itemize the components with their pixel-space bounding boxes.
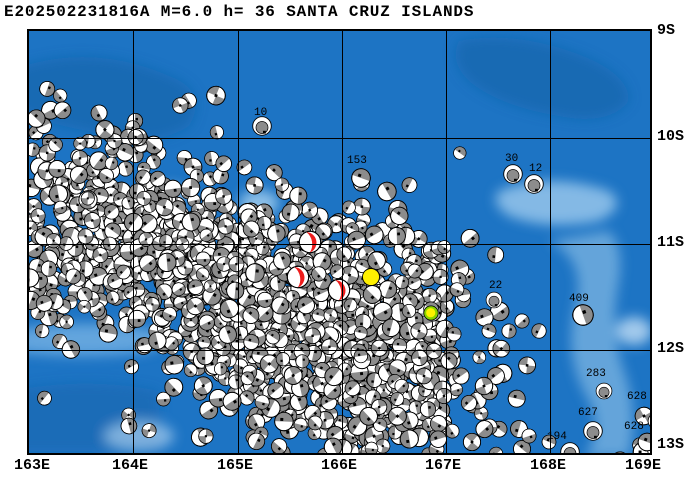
- svg-text:12: 12: [529, 163, 542, 175]
- svg-text:153: 153: [347, 155, 367, 167]
- svg-text:627: 627: [578, 407, 598, 419]
- svg-text:10: 10: [254, 107, 267, 119]
- svg-text:409: 409: [569, 293, 589, 305]
- svg-text:30: 30: [505, 153, 518, 165]
- svg-text:22: 22: [489, 280, 502, 292]
- svg-text:283: 283: [586, 368, 606, 380]
- svg-text:628: 628: [624, 421, 644, 433]
- svg-text:628: 628: [627, 391, 647, 403]
